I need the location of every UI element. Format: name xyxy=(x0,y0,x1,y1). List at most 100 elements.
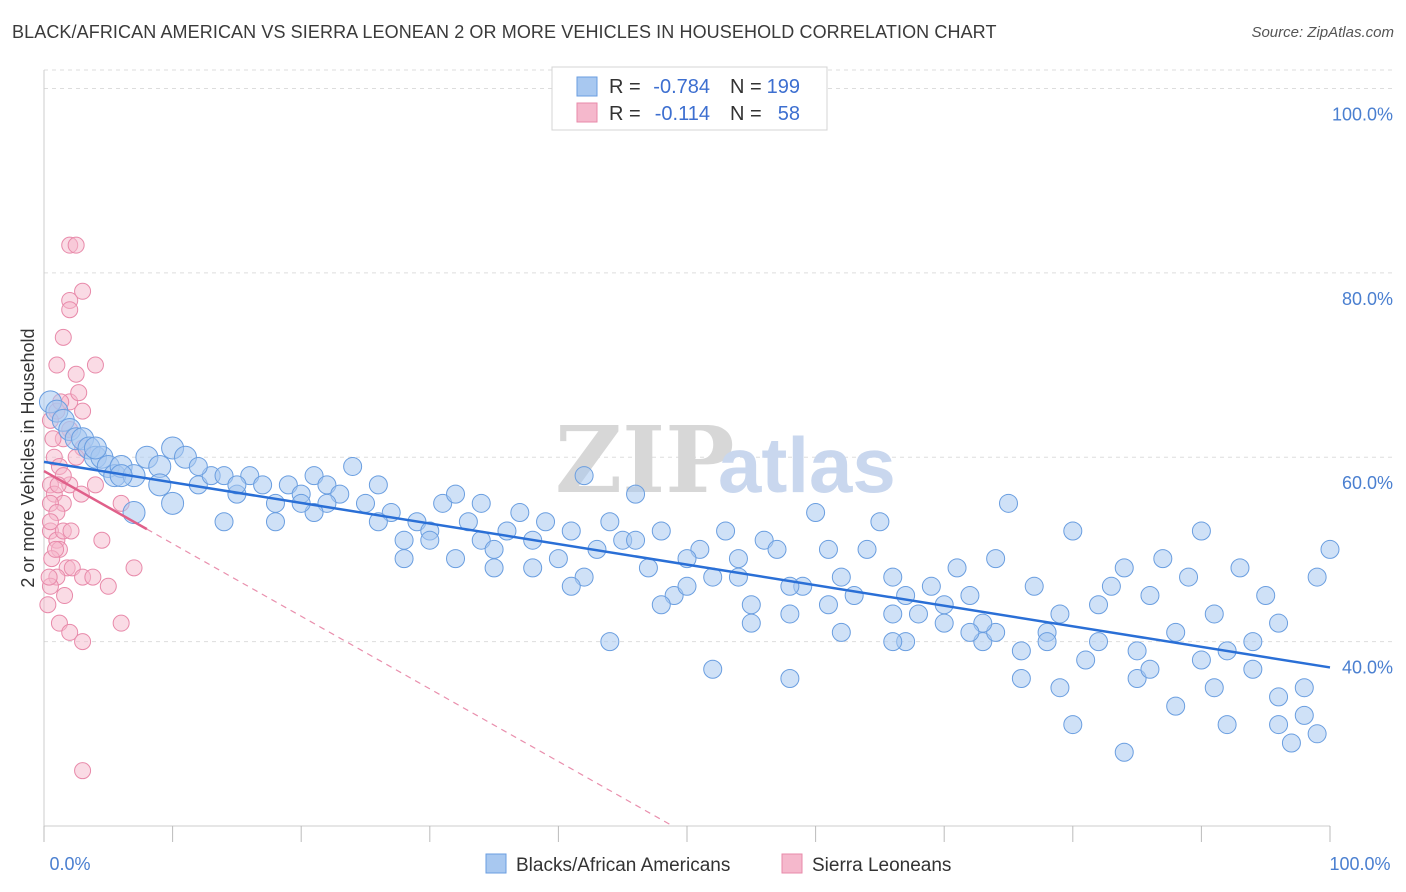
black-african-american-point xyxy=(831,567,851,587)
black-african-american-point xyxy=(626,484,646,504)
black-african-american-point xyxy=(883,567,903,587)
black-african-american-point xyxy=(122,501,146,525)
black-african-american-point xyxy=(446,549,466,569)
x-tick-label-max: 100.0% xyxy=(1329,854,1390,874)
black-african-american-point xyxy=(1140,659,1160,679)
sierra-leonean-point xyxy=(86,476,104,494)
black-african-american-point xyxy=(574,466,594,486)
black-african-american-point xyxy=(780,604,800,624)
black-african-american-point xyxy=(330,484,350,504)
black-african-american-point xyxy=(265,512,285,532)
watermark: ZIP atlas xyxy=(555,406,896,514)
black-african-american-point xyxy=(1281,733,1301,753)
black-african-american-point xyxy=(161,491,185,515)
black-african-american-point xyxy=(1024,576,1044,596)
x-tick-label-min: 0.0% xyxy=(49,854,90,874)
black-african-american-point xyxy=(1191,521,1211,541)
black-african-american-point xyxy=(433,493,453,513)
black-african-american-point xyxy=(1191,650,1211,670)
black-african-american-point xyxy=(1089,595,1109,615)
black-african-american-point xyxy=(1076,650,1096,670)
y-tick-label: 80.0% xyxy=(1342,289,1393,309)
black-african-american-point xyxy=(600,632,620,652)
black-african-american-point xyxy=(536,512,556,532)
legend-swatch-blue xyxy=(576,76,598,97)
sierra-leonean-point xyxy=(67,365,85,383)
black-african-american-point xyxy=(188,456,208,476)
sierra-leonean-point xyxy=(84,568,102,586)
sierra-leonean-point xyxy=(99,577,117,595)
black-african-american-point xyxy=(1153,549,1173,569)
black-african-american-points xyxy=(38,390,1340,762)
black-african-american-point xyxy=(548,549,568,569)
black-african-american-point xyxy=(1294,678,1314,698)
black-african-american-point xyxy=(1101,576,1121,596)
sierra-leonean-point xyxy=(74,633,92,651)
black-african-american-point xyxy=(523,558,543,578)
legend-r-value-2: -0.114 xyxy=(655,103,710,125)
sierra-leonean-point xyxy=(74,282,92,300)
black-african-american-point xyxy=(677,576,697,596)
black-african-american-point xyxy=(831,622,851,642)
watermark-atlas: atlas xyxy=(718,421,896,509)
sierra-leonean-point xyxy=(40,568,58,586)
x-ticks xyxy=(43,826,1331,842)
black-african-american-point xyxy=(1204,678,1224,698)
black-african-american-point xyxy=(1063,521,1083,541)
black-african-american-point xyxy=(1114,558,1134,578)
black-african-american-point xyxy=(1230,558,1250,578)
sierra-leonean-point xyxy=(61,301,79,319)
sierra-leonean-point xyxy=(56,587,74,605)
sierra-leonean-point xyxy=(44,430,62,448)
series-legend-label-blue: Blacks/African Americans xyxy=(516,855,730,876)
black-african-american-point xyxy=(1037,632,1057,652)
black-african-american-point xyxy=(1063,715,1083,735)
series-legend-swatch-blue xyxy=(485,853,507,874)
series-legend: Blacks/African Americans Sierra Leoneans xyxy=(485,853,951,876)
sierra-leonean-point xyxy=(67,236,85,254)
black-african-american-point xyxy=(728,549,748,569)
black-african-american-point xyxy=(638,558,658,578)
black-african-american-point xyxy=(394,549,414,569)
black-african-american-point xyxy=(446,484,466,504)
black-african-american-point xyxy=(818,595,838,615)
black-african-american-point xyxy=(818,539,838,559)
black-african-american-point xyxy=(83,436,107,460)
black-african-american-point xyxy=(651,521,671,541)
legend-r-label-2: R = xyxy=(609,103,641,125)
black-african-american-point xyxy=(754,530,774,550)
black-african-american-point xyxy=(870,512,890,532)
black-african-american-point xyxy=(960,622,980,642)
sierra-leonean-point xyxy=(74,762,92,780)
legend-r-label-1: R = xyxy=(609,76,641,98)
black-african-american-point xyxy=(651,595,671,615)
black-african-american-point xyxy=(1127,668,1147,688)
black-african-american-point xyxy=(716,521,736,541)
black-african-american-point xyxy=(703,659,723,679)
black-african-american-point xyxy=(1050,678,1070,698)
black-african-american-point xyxy=(741,595,761,615)
black-african-american-point xyxy=(1243,659,1263,679)
black-african-american-point xyxy=(986,622,1006,642)
black-african-american-point xyxy=(664,586,684,606)
stats-legend-box xyxy=(551,66,828,131)
sierra-leonean-point xyxy=(61,623,79,641)
black-african-american-point xyxy=(1011,668,1031,688)
black-african-american-point xyxy=(960,586,980,606)
stats-legend: R = -0.784 N = 199 R = -0.114 N = 58 xyxy=(551,66,828,131)
black-african-american-point xyxy=(1269,715,1289,735)
legend-n-label-1: N = xyxy=(730,76,762,98)
black-african-american-point xyxy=(420,530,440,550)
trend-line-pink xyxy=(43,469,148,531)
black-african-american-point xyxy=(1011,641,1031,661)
black-african-american-point xyxy=(1140,586,1160,606)
black-african-american-point xyxy=(1243,632,1263,652)
sierra-leonean-point xyxy=(62,522,80,540)
y-tick-label: 60.0% xyxy=(1342,473,1393,493)
y-tick-labels: 40.0% 60.0% 80.0% 100.0% xyxy=(1332,104,1393,677)
legend-swatch-pink xyxy=(576,102,598,123)
black-african-american-point xyxy=(1127,641,1147,661)
black-african-american-point xyxy=(343,456,363,476)
black-african-american-point xyxy=(1217,715,1237,735)
